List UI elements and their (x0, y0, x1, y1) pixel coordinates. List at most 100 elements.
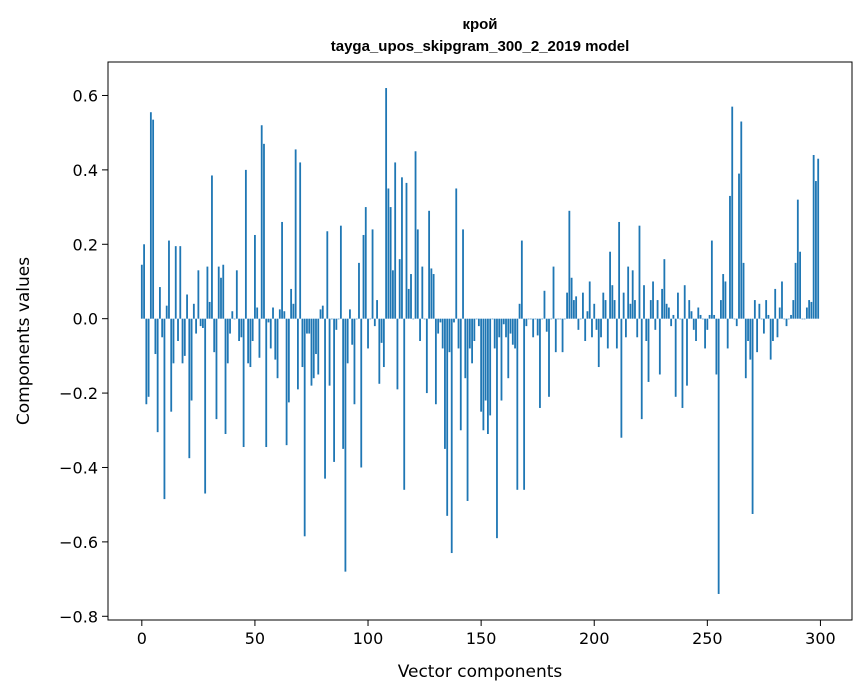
y-tick-label: −0.6 (59, 533, 98, 552)
bar (704, 318, 706, 349)
bar (683, 285, 686, 319)
bar (654, 318, 657, 330)
bar (362, 234, 365, 319)
bar (747, 318, 749, 341)
bar (713, 314, 716, 319)
bar (156, 318, 159, 433)
bar (380, 318, 383, 343)
bar (382, 318, 385, 368)
bar (274, 318, 277, 360)
bar (159, 287, 161, 319)
bar (620, 318, 623, 438)
bar (468, 318, 471, 349)
bar (710, 240, 713, 319)
bar (790, 314, 792, 319)
bar (561, 318, 564, 353)
bar (753, 300, 756, 319)
bar (695, 318, 697, 341)
bar (670, 318, 673, 327)
bar (360, 318, 363, 468)
bar (665, 303, 668, 319)
bar (597, 318, 600, 368)
bar (394, 162, 397, 319)
y-tick-label: 0.2 (73, 235, 98, 254)
bar (308, 318, 311, 334)
bar (222, 264, 225, 319)
bar (652, 281, 654, 319)
bar (211, 175, 213, 319)
bar (701, 318, 704, 320)
bar (421, 266, 424, 319)
bar (810, 301, 813, 319)
bar (740, 121, 743, 319)
bar (410, 274, 412, 319)
bar (781, 281, 783, 319)
bar (629, 303, 632, 319)
bar (731, 106, 734, 319)
y-tick-label: −0.8 (59, 607, 98, 626)
y-axis-label: Components values (14, 257, 34, 425)
bar (618, 221, 621, 319)
bar (297, 318, 299, 390)
bar (735, 318, 738, 327)
bar (242, 318, 245, 448)
bar (396, 318, 399, 390)
bar (387, 188, 390, 319)
bar (726, 318, 729, 349)
bar (627, 266, 630, 319)
bar (794, 262, 797, 319)
bar (502, 318, 505, 325)
bar (523, 318, 526, 490)
bar (595, 318, 598, 330)
y-tick-label: −0.4 (59, 458, 98, 477)
bar (663, 259, 666, 319)
bar (491, 318, 494, 320)
bar (464, 318, 467, 379)
bar (638, 225, 641, 319)
bar (333, 318, 335, 462)
bar (351, 318, 354, 345)
bar (550, 318, 553, 320)
bar (231, 311, 234, 319)
bar (215, 318, 218, 420)
bar (697, 307, 700, 319)
bar (647, 318, 650, 382)
bar (412, 318, 415, 320)
bar (149, 112, 152, 319)
bar (172, 318, 175, 364)
bar (545, 318, 548, 332)
bar (699, 314, 702, 319)
bar (582, 292, 584, 319)
bar (145, 318, 148, 405)
bar (466, 318, 469, 501)
bar (425, 318, 428, 394)
bar (674, 318, 677, 397)
bar (475, 318, 478, 320)
bar (432, 274, 435, 319)
bar (263, 143, 265, 319)
bar (509, 318, 512, 334)
bar (496, 318, 498, 539)
bars-group (140, 88, 820, 594)
bar (760, 318, 763, 320)
bar (681, 318, 684, 408)
bar (419, 318, 421, 341)
bar (179, 246, 182, 319)
bar (294, 149, 297, 319)
bar (407, 288, 410, 319)
bar (733, 318, 736, 320)
bar (649, 300, 652, 319)
bar (358, 262, 360, 319)
bar (441, 318, 444, 349)
bar (206, 266, 209, 319)
bar (690, 311, 693, 319)
bar (722, 274, 725, 319)
bar (568, 210, 571, 319)
bar (233, 318, 236, 320)
bar (213, 318, 216, 353)
bar (389, 207, 392, 319)
bar (385, 88, 388, 319)
bar (437, 318, 440, 334)
bar (405, 182, 408, 319)
bar (588, 281, 591, 319)
